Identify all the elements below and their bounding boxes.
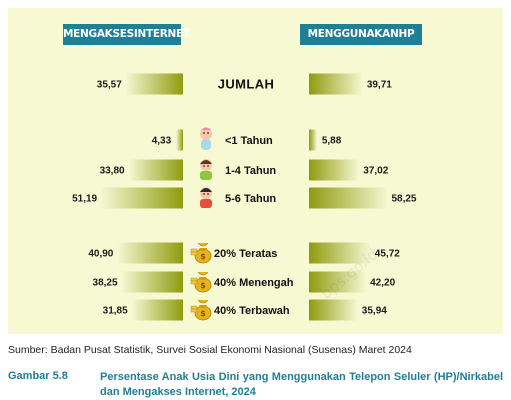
source-note: Sumber: Badan Pusat Statistik, Survei So… bbox=[8, 344, 412, 356]
phone-use-header: MENGGUNAKANHP bbox=[300, 24, 422, 45]
money-bag-icon: $ bbox=[190, 242, 212, 264]
money-bag-icon: $ bbox=[190, 271, 212, 293]
svg-text:$: $ bbox=[200, 309, 206, 318]
value-label-internet-4: 40,90 bbox=[88, 249, 113, 260]
category-label-1: <1 Tahun bbox=[225, 135, 273, 147]
value-label-internet-6: 31,85 bbox=[103, 306, 128, 317]
figure-number: Gambar 5.8 bbox=[8, 370, 68, 382]
bar-internet-2 bbox=[129, 159, 183, 181]
bar-phone-4 bbox=[309, 242, 370, 264]
value-label-internet-1: 4,33 bbox=[152, 136, 172, 147]
chart-canvas: 35,57 39,71 JUMLAH 4,33 5,88 <1 Tahun 33,80 37,… bbox=[72, 73, 417, 321]
bar-phone-6 bbox=[309, 299, 357, 321]
category-label-6: 40% Terbawah bbox=[214, 305, 290, 317]
svg-text:$: $ bbox=[200, 252, 206, 261]
bar-phone-5 bbox=[309, 271, 366, 293]
bar-internet-1 bbox=[176, 129, 183, 151]
value-label-internet-2: 33,80 bbox=[100, 166, 125, 177]
bar-phone-0 bbox=[309, 73, 362, 95]
svg-text:$: $ bbox=[200, 281, 206, 290]
bar-internet-5 bbox=[122, 271, 183, 293]
bar-phone-1 bbox=[309, 129, 317, 151]
value-label-internet-5: 38,25 bbox=[93, 278, 118, 289]
value-label-phone-3: 58,25 bbox=[391, 194, 416, 205]
figure-caption: Persentase Anak Usia Dini yang Menggunak… bbox=[100, 371, 503, 398]
baby-icon bbox=[200, 127, 212, 150]
money-bag-icon: $ bbox=[190, 299, 212, 321]
value-label-phone-4: 45,72 bbox=[375, 249, 400, 260]
child-icon bbox=[200, 187, 212, 208]
category-label-2: 1-4 Tahun bbox=[225, 165, 276, 177]
value-label-phone-2: 37,02 bbox=[363, 166, 388, 177]
infographic-panel bbox=[8, 8, 503, 334]
value-label-phone-5: 42,20 bbox=[370, 278, 395, 289]
bar-internet-0 bbox=[126, 73, 183, 95]
category-label-3: 5-6 Tahun bbox=[225, 193, 276, 205]
category-label-4: 20% Teratas bbox=[214, 248, 277, 260]
value-label-phone-0: 39,71 bbox=[367, 80, 392, 91]
category-label-5: 40% Menengah bbox=[214, 277, 294, 289]
value-label-internet-3: 51,19 bbox=[72, 194, 97, 205]
bar-phone-2 bbox=[309, 159, 359, 181]
bar-internet-4 bbox=[118, 242, 183, 264]
internet-access-header: MENGAKSESINTERNET bbox=[63, 24, 190, 45]
toddler-icon bbox=[200, 159, 212, 180]
category-label-0: JUMLAH bbox=[218, 77, 275, 92]
bar-internet-3 bbox=[102, 187, 183, 209]
value-label-phone-6: 35,94 bbox=[362, 306, 387, 317]
bar-internet-6 bbox=[132, 299, 183, 321]
bar-phone-3 bbox=[309, 187, 387, 209]
value-label-internet-0: 35,57 bbox=[97, 80, 122, 91]
value-label-phone-1: 5,88 bbox=[322, 136, 342, 147]
